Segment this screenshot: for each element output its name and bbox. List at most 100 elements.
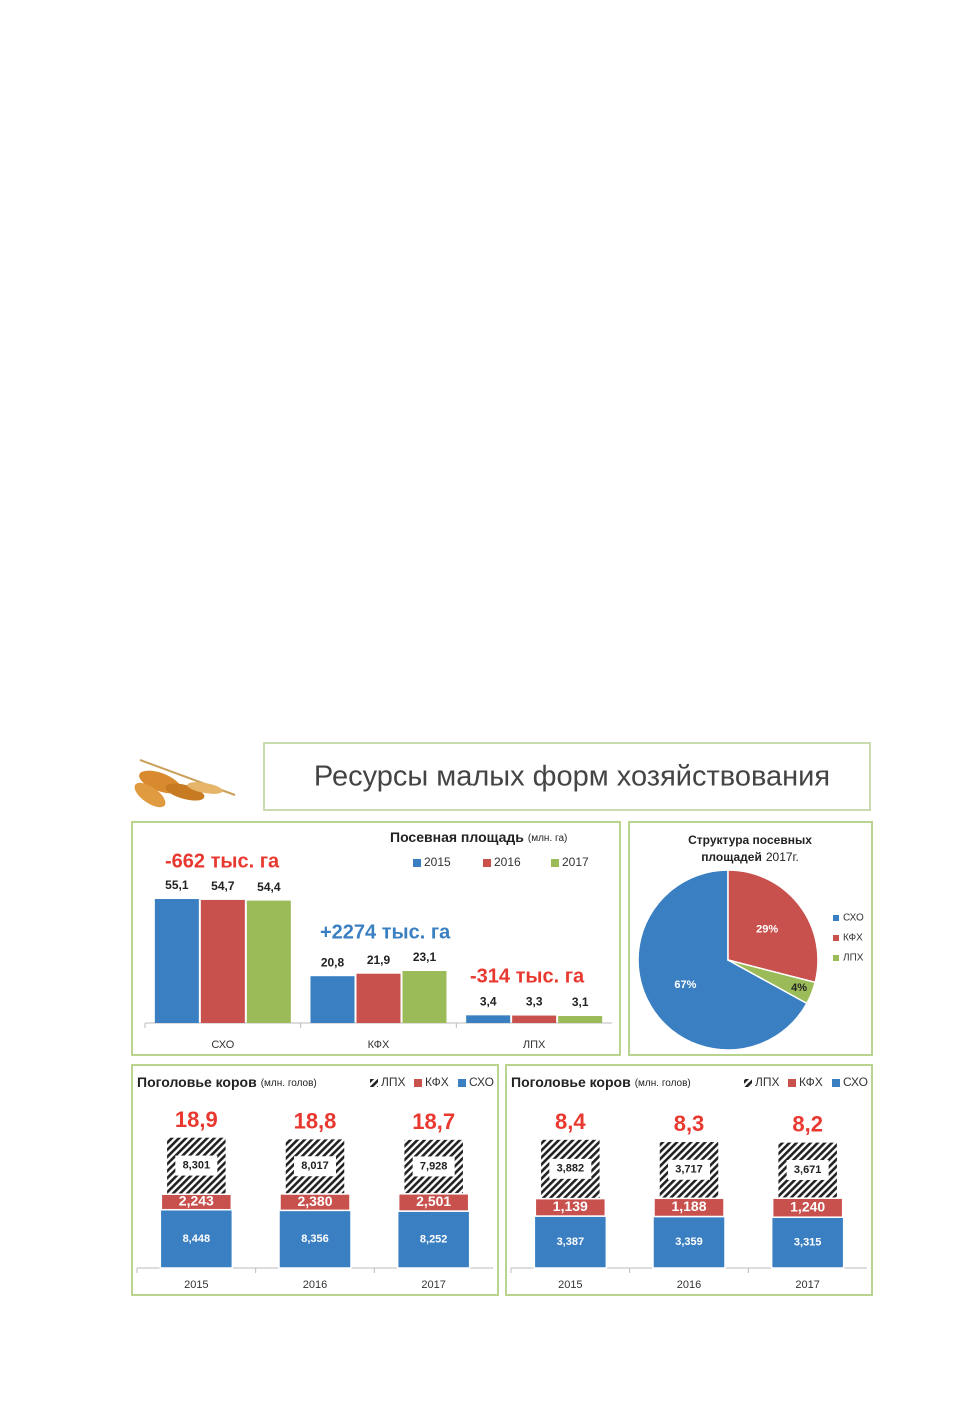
chart-title-text: Посевная площадь xyxy=(390,829,524,845)
bar xyxy=(310,976,355,1023)
value-label: 3,315 xyxy=(794,1236,822,1248)
legend-swatch xyxy=(551,859,559,867)
x-tick-label: КФХ xyxy=(368,1039,390,1051)
value-label: 8,301 xyxy=(183,1159,211,1171)
chart-subtitle: 2017г. xyxy=(766,850,799,864)
pie-slice xyxy=(637,869,808,1051)
legend-label: КФХ xyxy=(843,933,863,944)
value-label: 8,017 xyxy=(301,1160,329,1172)
title-box xyxy=(263,742,871,811)
total-label: 18,7 xyxy=(412,1109,455,1134)
pie-slice xyxy=(727,869,819,984)
value-label: 3,4 xyxy=(480,995,497,1009)
page-title: Ресурсы малых форм хозяйствования xyxy=(314,761,830,793)
legend-label: СХО xyxy=(469,1075,494,1089)
value-label: 1,139 xyxy=(553,1198,588,1214)
x-tick-label: 2016 xyxy=(303,1279,327,1291)
bar-segment xyxy=(652,1215,726,1269)
chart-title-text: площадей xyxy=(701,850,762,864)
legend-swatch xyxy=(414,1079,422,1087)
value-label: 2,243 xyxy=(179,1193,214,1209)
x-tick-label: 2017 xyxy=(795,1279,819,1291)
chart-unit: (млн. голов) xyxy=(261,1078,317,1089)
legend-swatch xyxy=(833,955,839,961)
total-label: 18,9 xyxy=(175,1107,218,1132)
bar xyxy=(154,899,199,1023)
legend-label: 2015 xyxy=(424,855,451,869)
chart-title-text: Поголовье коров xyxy=(511,1074,631,1090)
bar xyxy=(558,1016,603,1023)
label-box xyxy=(668,1159,710,1180)
total-label: 8,2 xyxy=(792,1112,823,1137)
value-label: 67% xyxy=(674,979,696,991)
value-label: 8,356 xyxy=(301,1233,329,1245)
legend-swatch xyxy=(413,859,421,867)
legend-swatch xyxy=(833,915,839,921)
legend-swatch xyxy=(370,1079,378,1087)
chart-title: Структура посевных xyxy=(688,833,812,847)
panel xyxy=(628,821,873,1056)
legend-swatch xyxy=(832,1079,840,1087)
value-label: 3,387 xyxy=(557,1236,585,1248)
legend-label: 2017 xyxy=(562,855,589,869)
legend-label: ЛПХ xyxy=(381,1075,406,1089)
value-label: 3,3 xyxy=(526,995,543,1009)
value-label: 3,359 xyxy=(675,1236,703,1248)
chart-title: Поголовье коров (млн. голов) xyxy=(511,1074,691,1090)
value-label: 8,252 xyxy=(420,1233,448,1245)
value-label: 7,928 xyxy=(420,1160,448,1172)
legend-label: ЛПХ xyxy=(843,953,864,964)
legend-swatch xyxy=(744,1079,752,1087)
legend-label: СХО xyxy=(843,1075,868,1089)
chart-title: площадей 2017г. xyxy=(701,850,799,864)
bar xyxy=(356,973,401,1023)
value-label: 54,7 xyxy=(211,879,235,893)
bar xyxy=(466,1015,511,1023)
value-label: 21,9 xyxy=(367,953,391,967)
value-label: 8,448 xyxy=(183,1233,211,1245)
pie-slice xyxy=(727,959,817,1005)
x-tick-label: 2017 xyxy=(421,1279,445,1291)
chart-title: Посевная площадь (млн. га) xyxy=(390,829,567,845)
value-label: 1,240 xyxy=(790,1198,825,1214)
x-tick-label: 2015 xyxy=(184,1279,208,1291)
legend-swatch xyxy=(483,859,491,867)
value-label: 54,4 xyxy=(257,880,281,894)
value-label: 4% xyxy=(791,982,807,994)
value-label: 2,501 xyxy=(416,1193,451,1209)
bar-segment xyxy=(533,1215,608,1269)
panel xyxy=(131,1064,499,1296)
value-label: 3,671 xyxy=(794,1164,822,1176)
value-label: 55,1 xyxy=(165,878,189,892)
annotation: -662 тыс. га xyxy=(165,850,280,872)
legend-swatch xyxy=(458,1079,466,1087)
value-label: 23,1 xyxy=(413,950,437,964)
legend-label: КФХ xyxy=(425,1075,449,1089)
value-label: 3,882 xyxy=(557,1163,585,1175)
legend-swatch xyxy=(833,935,839,941)
bar xyxy=(512,1015,557,1023)
bar xyxy=(200,899,245,1023)
annotation: -314 тыс. га xyxy=(470,965,585,987)
value-label: 2,380 xyxy=(297,1193,332,1209)
legend-label: ЛПХ xyxy=(755,1075,780,1089)
bar xyxy=(402,971,447,1023)
value-label: 3,717 xyxy=(675,1164,703,1176)
label-box xyxy=(412,1156,455,1177)
legend-label: КФХ xyxy=(799,1075,823,1089)
legend-label: СХО xyxy=(843,913,864,924)
chart-title: Поголовье коров (млн. голов) xyxy=(137,1074,317,1090)
chart-unit: (млн. га) xyxy=(528,833,567,844)
x-tick-label: СХО xyxy=(211,1039,234,1051)
bar xyxy=(246,900,291,1023)
chart-title-text: Поголовье коров xyxy=(137,1074,257,1090)
panel xyxy=(131,821,621,1056)
bar-segment xyxy=(159,1208,234,1269)
label-box xyxy=(294,1156,336,1177)
bar-segment xyxy=(278,1209,352,1269)
value-label: 29% xyxy=(756,924,778,936)
chart-unit: (млн. голов) xyxy=(635,1078,691,1089)
legend-label: 2016 xyxy=(494,855,521,869)
